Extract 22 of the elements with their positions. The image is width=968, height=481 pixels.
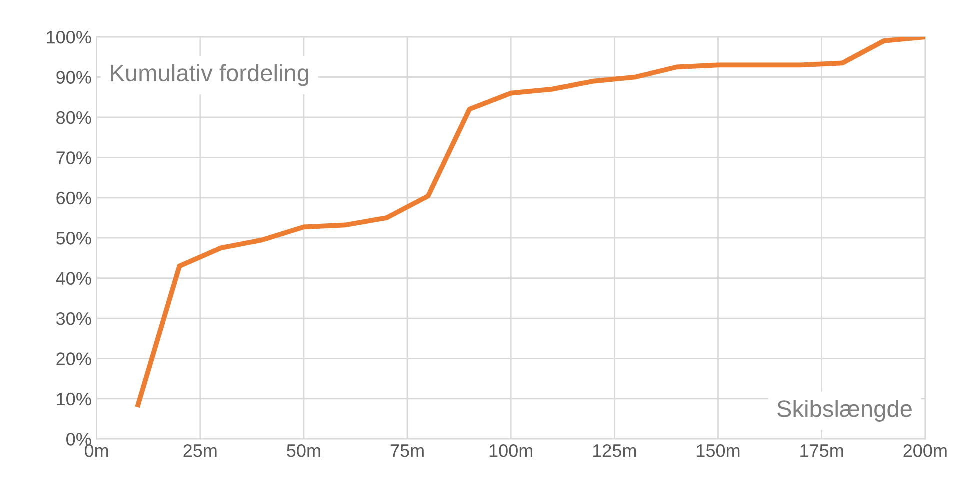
x-tick-label: 175m bbox=[800, 444, 844, 458]
y-tick-label: 60% bbox=[56, 192, 92, 205]
x-tick-label: 0m bbox=[84, 444, 108, 458]
y-tick-label: 30% bbox=[56, 312, 92, 326]
x-axis-title: Skibslængde bbox=[778, 400, 912, 422]
x-tick-label: 75m bbox=[390, 444, 424, 458]
x-tick-label: 150m bbox=[697, 444, 740, 458]
y-tick-label: 100% bbox=[47, 30, 92, 44]
x-tick-label: 200m bbox=[904, 444, 947, 458]
y-axis-title: Kumulativ fordeling bbox=[111, 64, 309, 86]
y-tick-label: 80% bbox=[56, 111, 92, 124]
y-tick-label: 20% bbox=[56, 352, 92, 366]
y-tick-label: 70% bbox=[56, 152, 92, 164]
x-tick-label: 50m bbox=[287, 444, 320, 458]
y-tick-label: 10% bbox=[57, 392, 92, 406]
x-tick-label: 25m bbox=[184, 444, 217, 458]
y-tick-label: 90% bbox=[56, 71, 92, 84]
y-tick-label: 40% bbox=[56, 272, 92, 286]
x-tick-label: 125m bbox=[593, 444, 636, 458]
y-tick-label: 0% bbox=[66, 433, 92, 446]
y-tick-label: 50% bbox=[56, 232, 92, 245]
x-tick-label: 100m bbox=[490, 444, 532, 458]
